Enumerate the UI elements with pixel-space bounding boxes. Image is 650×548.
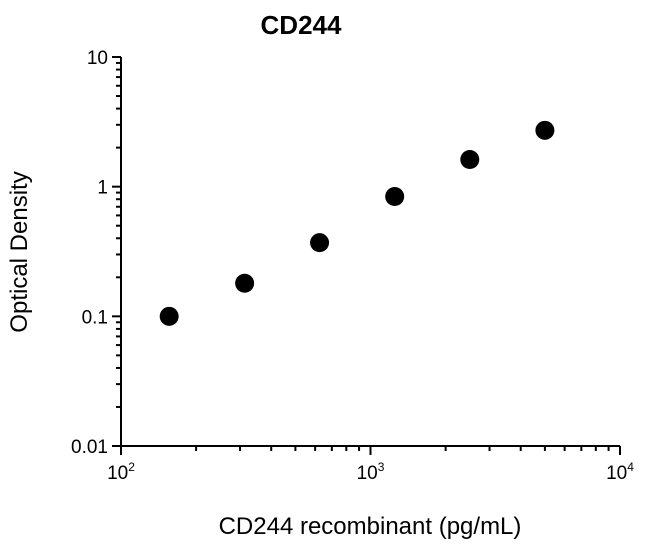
y-axis-label: Optical Density: [6, 171, 33, 332]
plot-area: [120, 57, 620, 447]
y-tick-label: 1: [97, 178, 108, 199]
y-axis-ticks: 10 1 0.1 0.01: [71, 48, 121, 458]
y-tick-label: 10: [87, 48, 108, 69]
chart-title: CD244: [261, 10, 342, 40]
y-tick-label: 0.01: [71, 437, 108, 458]
data-points: [159, 120, 555, 326]
data-point: [159, 306, 179, 326]
x-axis-label: CD244 recombinant (pg/mL): [219, 513, 522, 540]
data-point: [310, 233, 330, 253]
data-point: [460, 149, 480, 169]
x-tick-label: 103: [357, 460, 385, 484]
x-axis-ticks: 102 103 104: [107, 446, 634, 484]
data-point: [385, 186, 405, 206]
x-tick-label: 104: [606, 460, 634, 484]
y-tick-label: 0.1: [82, 307, 108, 328]
data-point: [535, 120, 555, 140]
data-point: [235, 273, 255, 293]
x-tick-label: 102: [107, 460, 135, 484]
